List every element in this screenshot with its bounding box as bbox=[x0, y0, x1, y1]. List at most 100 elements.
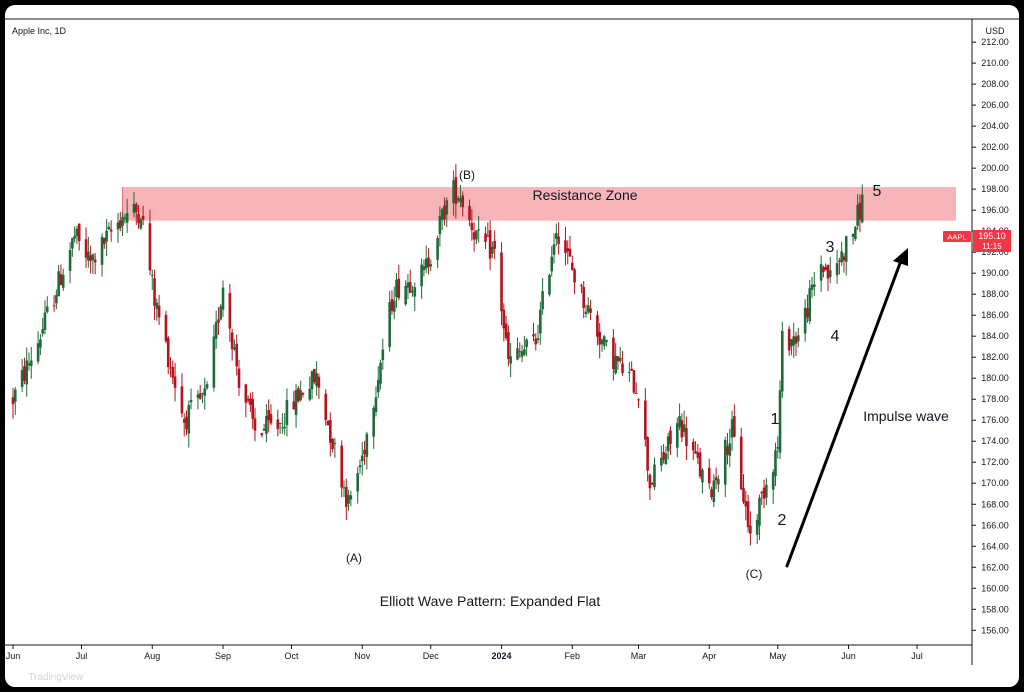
candle bbox=[628, 362, 631, 382]
candle bbox=[723, 436, 727, 498]
tradingview-footer[interactable]: 17 TradingView bbox=[13, 669, 83, 685]
candle bbox=[728, 428, 732, 468]
candle bbox=[484, 226, 487, 249]
candle bbox=[356, 467, 360, 504]
candle bbox=[29, 347, 33, 379]
candle bbox=[347, 489, 350, 511]
candle bbox=[392, 286, 396, 320]
candle-body bbox=[278, 423, 282, 425]
candle-body bbox=[648, 474, 652, 489]
chart-title: Apple Inc, 1D bbox=[12, 26, 67, 36]
candle-body bbox=[299, 390, 302, 401]
candle-body bbox=[440, 209, 444, 221]
candle bbox=[390, 290, 394, 315]
candle-body bbox=[548, 274, 551, 295]
current-price-label[interactable]: AAPL 195.10 11:15 bbox=[943, 230, 1011, 252]
price-tick-label: 196.00 bbox=[981, 205, 1009, 215]
candle bbox=[589, 299, 592, 321]
candle bbox=[730, 410, 734, 451]
candle bbox=[246, 395, 250, 404]
candle-body bbox=[568, 248, 572, 257]
candle-body bbox=[803, 307, 807, 334]
candle bbox=[520, 344, 524, 363]
candle bbox=[844, 235, 848, 276]
candle bbox=[77, 223, 81, 251]
candle bbox=[733, 404, 736, 438]
candle bbox=[452, 170, 455, 216]
price-tick-label: 182.00 bbox=[981, 352, 1009, 362]
candle-body bbox=[632, 370, 636, 393]
candle-body bbox=[203, 388, 207, 396]
candle bbox=[860, 184, 864, 224]
candle-body bbox=[742, 488, 745, 502]
candle bbox=[413, 282, 417, 311]
candlestick-chart: 156.00 158.00 160.00 162.00 164.00 166.00 168.… bbox=[5, 5, 1019, 687]
candle bbox=[203, 377, 207, 410]
candle bbox=[429, 259, 433, 272]
candle bbox=[776, 436, 780, 459]
candle bbox=[285, 388, 289, 437]
candle-body bbox=[493, 240, 496, 249]
candle bbox=[555, 223, 558, 246]
wave-label-c: (C) bbox=[746, 567, 763, 581]
candle bbox=[646, 436, 649, 482]
candle-body bbox=[730, 419, 734, 438]
candle bbox=[586, 297, 590, 315]
candle bbox=[796, 327, 800, 348]
candle-body bbox=[570, 262, 574, 271]
candle-body bbox=[838, 260, 841, 262]
candle-body bbox=[61, 274, 65, 288]
candle bbox=[630, 361, 633, 372]
candle bbox=[376, 366, 380, 398]
impulse-arrow-head-icon bbox=[893, 248, 908, 266]
time-tick-label: Jun bbox=[6, 651, 21, 661]
candle-body bbox=[525, 339, 528, 348]
candle-body bbox=[185, 416, 188, 430]
candle bbox=[134, 202, 138, 226]
candle bbox=[269, 404, 273, 426]
candle bbox=[621, 351, 624, 376]
candle-body bbox=[324, 393, 328, 421]
candle-body bbox=[541, 291, 544, 310]
candle-body bbox=[75, 228, 79, 237]
candle bbox=[806, 294, 809, 323]
candle-body bbox=[212, 336, 216, 388]
candle-body bbox=[103, 237, 106, 245]
price-tick-label: 188.00 bbox=[981, 289, 1009, 299]
candle-body bbox=[297, 388, 300, 402]
candle-body bbox=[340, 445, 344, 488]
candle bbox=[71, 237, 74, 257]
candle-body bbox=[132, 203, 136, 213]
candle bbox=[500, 242, 503, 326]
candle-body bbox=[55, 295, 58, 304]
candle-body bbox=[157, 305, 161, 318]
candle-body bbox=[598, 331, 601, 345]
candle bbox=[765, 477, 768, 505]
candle bbox=[600, 338, 604, 352]
candle-body bbox=[573, 269, 576, 283]
candle bbox=[171, 360, 175, 385]
time-tick-label: Jul bbox=[911, 651, 923, 661]
candle-body bbox=[187, 404, 191, 434]
candle bbox=[148, 209, 152, 276]
candle-body bbox=[23, 366, 26, 381]
candle-body bbox=[796, 335, 800, 342]
candle-body bbox=[771, 472, 775, 490]
tradingview-brand: TradingView bbox=[28, 671, 84, 683]
candle-body bbox=[166, 337, 170, 368]
candle-body bbox=[472, 232, 476, 240]
candle-body bbox=[265, 415, 268, 434]
impulse-arrow bbox=[785, 248, 908, 568]
candle-body bbox=[201, 393, 204, 395]
candle bbox=[141, 205, 145, 225]
tradingview-logo-icon: 17 bbox=[13, 671, 24, 683]
candle bbox=[778, 380, 782, 460]
candle-body bbox=[411, 291, 414, 293]
candle-body bbox=[749, 525, 752, 534]
candle-body bbox=[331, 438, 334, 450]
candle-body bbox=[758, 497, 761, 526]
price-tick-label: 208.00 bbox=[981, 79, 1009, 89]
candle bbox=[580, 283, 583, 294]
candle bbox=[454, 164, 458, 219]
candle-body bbox=[313, 368, 316, 383]
